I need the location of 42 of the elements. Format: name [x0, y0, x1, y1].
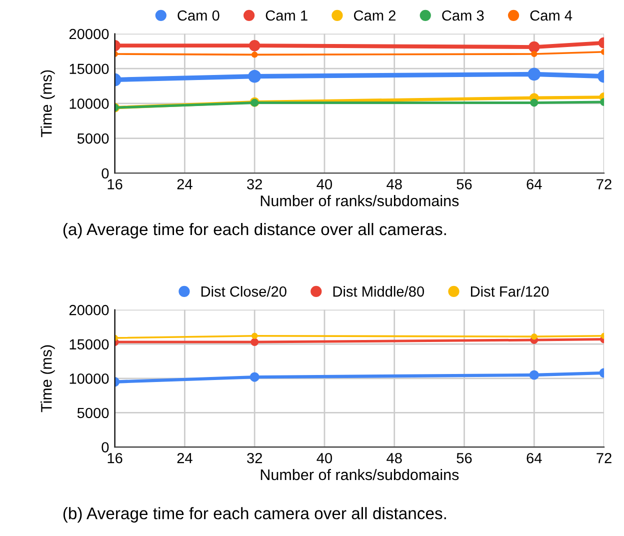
x-tick-label: 40 [316, 179, 332, 190]
x-tick-label: 40 [316, 452, 332, 464]
legend-label: Cam 0 [178, 10, 220, 21]
x-tick-label: 64 [526, 452, 542, 464]
x-tick-label: 72 [596, 179, 612, 190]
x-axis-title: Number of ranks/subdomains [260, 195, 459, 206]
legend-label: Dist Middle/80 [333, 286, 424, 297]
legend-label: Cam 3 [442, 10, 484, 21]
x-tick-label: 32 [247, 179, 262, 190]
x-tick-label: 24 [177, 179, 192, 190]
y-tick-label: 20000 [69, 28, 109, 40]
legend-label: Cam 1 [266, 10, 308, 21]
y-tick-label: 5000 [77, 133, 109, 144]
x-tick-label: 56 [456, 179, 472, 190]
x-tick-label: 64 [526, 179, 542, 190]
legend-label: Dist Close/20 [201, 286, 286, 297]
y-tick-label: 20000 [69, 304, 109, 316]
y-tick-label: 15000 [70, 339, 109, 350]
x-tick-label: 56 [456, 452, 472, 464]
point [531, 50, 538, 58]
y-tick-label: 0 [102, 168, 109, 179]
text: (b) Average time for each camera over all distances. [63, 507, 446, 523]
legend-label: Cam 4 [530, 10, 572, 21]
x-tick-label: 16 [108, 452, 122, 464]
point [531, 333, 538, 340]
x-tick-label: 48 [386, 179, 402, 190]
legend-label: Dist Far/120 [470, 286, 549, 297]
x-tick-label: 16 [108, 179, 122, 190]
y-tick-label: 0 [102, 442, 109, 452]
text: (a) Average time for each distance over all cameras. [63, 222, 446, 239]
y-tick-label: 5000 [77, 408, 109, 418]
y-axis-title: Time (ms) [40, 70, 55, 138]
y-tick-label: 15000 [70, 64, 109, 74]
y-axis-title: Time (ms) [40, 345, 55, 412]
y-tick-label: 10000 [70, 98, 109, 109]
x-axis-title: Number of ranks/subdomains [260, 468, 459, 480]
y-tick-label: 10000 [70, 374, 109, 384]
legend-label: Cam 2 [354, 10, 396, 21]
x-tick-label: 72 [596, 452, 612, 464]
x-tick-label: 24 [177, 452, 192, 464]
x-tick-label: 32 [247, 452, 262, 464]
x-tick-label: 48 [386, 452, 402, 464]
